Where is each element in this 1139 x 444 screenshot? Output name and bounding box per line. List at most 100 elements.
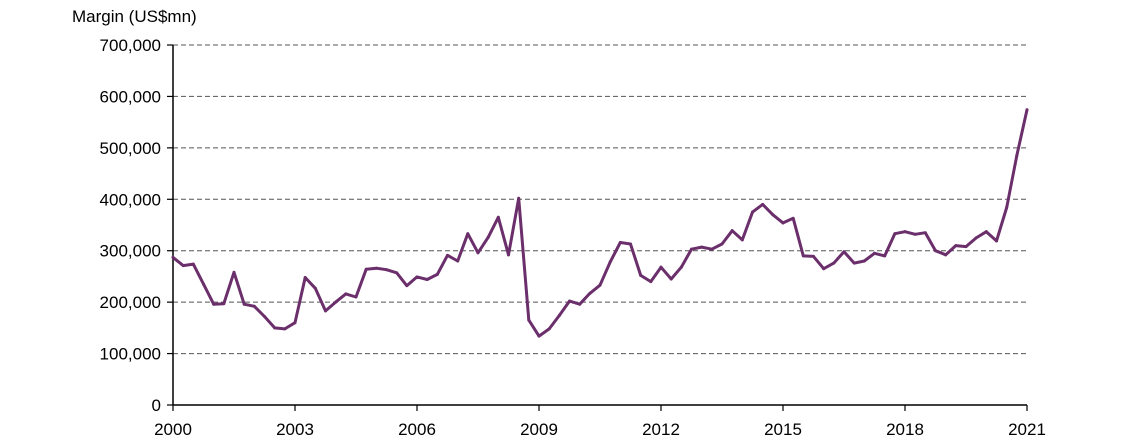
data-point: [852, 261, 856, 265]
x-tick-label: 2021: [1008, 420, 1046, 439]
data-point: [344, 292, 348, 296]
x-tick-label: 2006: [398, 420, 436, 439]
data-point: [588, 291, 592, 295]
data-point: [395, 271, 399, 275]
data-point: [649, 280, 653, 284]
data-point: [263, 315, 266, 319]
data-point: [547, 327, 551, 331]
y-axis-ticks: 0 100,000 200,000 300,000 400,000 500,000 600,…: [100, 36, 173, 415]
data-point: [313, 286, 317, 290]
data-point: [639, 273, 643, 277]
data-point: [1015, 154, 1019, 158]
data-point: [242, 302, 246, 306]
data-point: [1005, 206, 1009, 210]
x-tick-label: 2012: [642, 420, 680, 439]
data-point: [517, 196, 521, 200]
data-point: [527, 318, 531, 322]
data-point: [425, 278, 429, 282]
data-point: [618, 240, 622, 244]
data-point: [812, 254, 815, 258]
data-point: [293, 321, 297, 325]
data-point: [202, 282, 205, 286]
data-point: [334, 300, 338, 304]
data-point: [934, 249, 937, 253]
x-tick-label: 2009: [520, 420, 558, 439]
data-point: [862, 259, 866, 263]
data-point: [608, 260, 612, 264]
data-point: [191, 262, 195, 266]
y-tick-label: 200,000: [100, 293, 161, 312]
data-point: [781, 221, 785, 225]
data-point: [822, 267, 826, 271]
data-point: [232, 270, 236, 274]
data-point: [873, 251, 876, 255]
data-point: [364, 267, 368, 271]
data-point: [273, 326, 277, 330]
data-point: [984, 230, 988, 234]
data-point: [659, 265, 663, 269]
data-point: [893, 232, 897, 236]
data-point: [720, 242, 724, 246]
x-axis-ticks: 2000 2003 2006 2009 2012 2015 2018 2021: [154, 405, 1046, 439]
data-point: [324, 309, 327, 313]
data-point: [598, 283, 602, 287]
data-point: [171, 255, 175, 259]
data-point: [435, 272, 439, 276]
data-point: [222, 302, 226, 306]
data-point: [842, 250, 846, 254]
data-point: [761, 202, 765, 206]
data-point: [629, 242, 632, 246]
data-point: [568, 299, 571, 303]
data-point: [832, 261, 836, 265]
y-axis-title: Margin (US$mn): [72, 7, 197, 26]
data-point: [537, 334, 541, 338]
x-tick-label: 2003: [276, 420, 314, 439]
data-point: [476, 251, 480, 255]
data-point: [903, 230, 907, 234]
data-point: [557, 314, 561, 318]
y-tick-label: 300,000: [100, 242, 161, 261]
x-tick-label: 2015: [764, 420, 802, 439]
x-tick-label: 2018: [886, 420, 924, 439]
data-point: [791, 216, 795, 220]
y-tick-label: 0: [152, 396, 161, 415]
y-tick-label: 400,000: [100, 190, 161, 209]
data-point: [964, 245, 968, 249]
data-point: [486, 235, 490, 239]
data-point: [944, 253, 948, 257]
data-point: [212, 302, 216, 306]
data-point: [730, 229, 734, 233]
data-point: [354, 295, 358, 299]
data-point: [303, 275, 307, 279]
data-point: [405, 284, 409, 288]
data-point: [669, 277, 673, 281]
data-point: [446, 253, 449, 257]
data-point: [466, 232, 470, 236]
data-point: [913, 232, 917, 236]
data-point: [252, 304, 256, 308]
data-points: [171, 108, 1029, 338]
data-point: [883, 254, 887, 258]
data-point: [415, 275, 419, 279]
data-point: [679, 265, 683, 269]
data-point: [954, 244, 958, 248]
data-point: [710, 247, 714, 251]
data-point: [1025, 108, 1029, 112]
y-tick-label: 700,000: [100, 36, 161, 55]
data-point: [283, 327, 287, 331]
data-point: [801, 254, 805, 258]
data-point: [374, 266, 378, 270]
data-point: [690, 247, 693, 251]
gridlines: [173, 44, 1027, 355]
data-point: [181, 264, 185, 268]
data-point: [385, 268, 388, 272]
data-point: [578, 302, 582, 306]
data-point: [995, 239, 998, 243]
data-point: [700, 245, 704, 249]
data-point: [974, 236, 978, 240]
y-tick-label: 500,000: [100, 139, 161, 158]
data-point: [496, 215, 500, 219]
data-point: [740, 238, 744, 242]
data-point: [771, 213, 775, 217]
